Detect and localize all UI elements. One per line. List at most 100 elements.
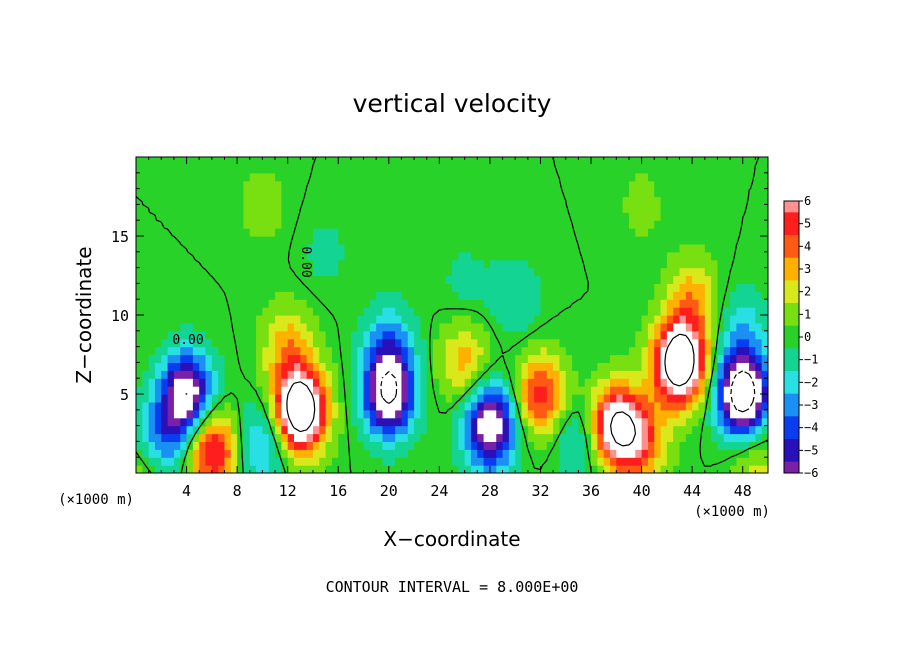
heatmap-cell bbox=[357, 172, 365, 182]
heatmap-cell bbox=[331, 346, 339, 356]
heatmap-cell bbox=[369, 164, 377, 174]
heatmap-cell bbox=[186, 172, 194, 182]
heatmap-cell bbox=[136, 164, 143, 174]
heatmap-cell bbox=[325, 322, 333, 332]
heatmap-cell bbox=[489, 425, 497, 435]
heatmap-cell bbox=[445, 212, 453, 221]
heatmap-cell bbox=[654, 370, 662, 379]
heatmap-cell bbox=[167, 196, 175, 205]
heatmap-cell bbox=[237, 362, 245, 371]
heatmap-cell bbox=[439, 212, 447, 221]
heatmap-cell bbox=[477, 157, 485, 166]
heatmap-cell bbox=[357, 346, 365, 356]
heatmap-cell bbox=[591, 386, 598, 395]
heatmap-cell bbox=[698, 164, 706, 174]
heatmap-cell bbox=[660, 243, 668, 253]
heatmap-cell bbox=[192, 164, 200, 174]
heatmap-cell bbox=[635, 307, 643, 316]
heatmap-cell bbox=[388, 275, 396, 284]
heatmap-cell bbox=[199, 299, 207, 308]
heatmap-cell bbox=[489, 212, 497, 221]
heatmap-cell bbox=[736, 338, 744, 348]
heatmap-cell bbox=[660, 433, 668, 442]
heatmap-cell bbox=[591, 457, 598, 466]
heatmap-cell bbox=[496, 299, 504, 308]
heatmap-cell bbox=[742, 409, 750, 419]
heatmap-cell bbox=[496, 386, 504, 395]
heatmap-cell bbox=[692, 362, 700, 371]
heatmap-cell bbox=[660, 386, 668, 395]
heatmap-cell bbox=[256, 315, 263, 324]
heatmap-cell bbox=[306, 164, 314, 174]
heatmap-cell bbox=[161, 172, 169, 182]
heatmap-cell bbox=[344, 283, 352, 292]
heatmap-cell bbox=[628, 378, 636, 387]
heatmap-cell bbox=[319, 449, 327, 458]
heatmap-cell bbox=[641, 172, 649, 182]
heatmap-cell bbox=[300, 251, 308, 261]
heatmap-cell bbox=[622, 267, 630, 277]
y-axis-label: Z−coordinate bbox=[72, 246, 96, 383]
heatmap-cell bbox=[761, 220, 768, 229]
heatmap-cell bbox=[540, 401, 548, 411]
heatmap-cell bbox=[180, 220, 188, 229]
heatmap-cell bbox=[224, 322, 232, 332]
heatmap-cell bbox=[698, 275, 706, 284]
heatmap-cell bbox=[515, 283, 523, 292]
heatmap-cell bbox=[325, 449, 333, 458]
heatmap-cell bbox=[173, 307, 181, 316]
heatmap-cell bbox=[344, 275, 352, 284]
heatmap-cell bbox=[395, 188, 403, 198]
colorbar-swatch bbox=[784, 280, 799, 293]
heatmap-cell bbox=[243, 315, 251, 324]
heatmap-cell bbox=[205, 275, 213, 284]
heatmap-cell bbox=[300, 259, 308, 269]
heatmap-cell bbox=[489, 259, 497, 269]
heatmap-cell bbox=[502, 307, 510, 316]
heatmap-cell bbox=[622, 315, 630, 324]
heatmap-cell bbox=[711, 299, 719, 308]
heatmap-cell bbox=[173, 315, 181, 324]
heatmap-cell bbox=[584, 441, 592, 450]
heatmap-cell bbox=[350, 204, 358, 213]
heatmap-cell bbox=[237, 291, 245, 300]
heatmap-cell bbox=[458, 283, 466, 292]
heatmap-cell bbox=[275, 259, 282, 269]
heatmap-cell bbox=[230, 267, 238, 277]
heatmap-cell bbox=[331, 433, 339, 442]
heatmap-cell bbox=[730, 338, 737, 348]
heatmap-cell bbox=[249, 401, 257, 411]
heatmap-cell bbox=[711, 180, 719, 190]
heatmap-cell bbox=[508, 465, 516, 473]
heatmap-cell bbox=[540, 267, 548, 277]
heatmap-cell bbox=[527, 394, 535, 403]
heatmap-cell bbox=[331, 449, 339, 458]
heatmap-cell bbox=[603, 386, 611, 395]
heatmap-cell bbox=[173, 370, 181, 379]
heatmap-cell bbox=[647, 330, 655, 340]
heatmap-cell bbox=[420, 433, 428, 442]
heatmap-cell bbox=[350, 243, 358, 253]
heatmap-cell bbox=[761, 267, 768, 277]
heatmap-cell bbox=[654, 394, 662, 403]
heatmap-cell bbox=[572, 157, 579, 166]
heatmap-cell bbox=[483, 172, 491, 182]
heatmap-cell bbox=[622, 465, 630, 473]
heatmap-cell bbox=[515, 212, 523, 221]
heatmap-cell bbox=[218, 441, 226, 450]
heatmap-cell bbox=[161, 196, 169, 205]
heatmap-cell bbox=[660, 409, 668, 419]
heatmap-cell bbox=[749, 457, 756, 466]
heatmap-cell bbox=[148, 354, 156, 363]
heatmap-cell bbox=[224, 433, 232, 442]
heatmap-cell bbox=[483, 401, 491, 411]
heatmap-cell bbox=[679, 283, 687, 292]
heatmap-cell bbox=[407, 243, 415, 253]
heatmap-cell bbox=[420, 243, 428, 253]
heatmap-cell bbox=[230, 378, 238, 387]
heatmap-cell bbox=[527, 362, 535, 371]
heatmap-cell bbox=[565, 180, 573, 190]
heatmap-cell bbox=[256, 370, 263, 379]
heatmap-cell bbox=[218, 378, 226, 387]
heatmap-cell bbox=[256, 465, 263, 473]
